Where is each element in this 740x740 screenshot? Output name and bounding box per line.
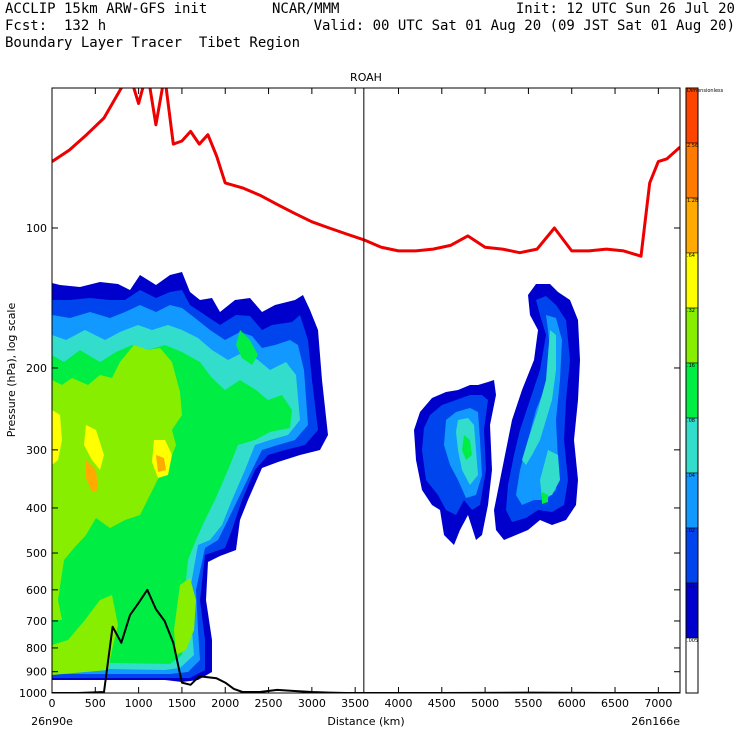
- y-tick-label: 100: [26, 222, 47, 235]
- plume-west-contour-4: [462, 435, 472, 460]
- x-tick-label: 3500: [341, 697, 369, 710]
- header-field: Boundary Layer Tracer Tibet Region: [5, 35, 301, 51]
- y-tick-label: 200: [26, 362, 47, 375]
- x-tick-label: 1000: [125, 697, 153, 710]
- x-tick-label: 4000: [384, 697, 412, 710]
- colorbar-segment: [685, 197, 699, 254]
- x-axis-label: Distance (km): [327, 715, 404, 728]
- axes: 0 500 1000 1500 2000 2500 3000 3500 4000 4500 5000…: [19, 88, 680, 710]
- plume-east-contour-4: [540, 450, 560, 498]
- x-start-label: 26n90e: [31, 715, 73, 728]
- tropopause-line: [52, 88, 680, 258]
- tracer-field: [52, 272, 580, 682]
- x-tick-label: 3000: [298, 697, 326, 710]
- y-tick-label: 700: [26, 615, 47, 628]
- colorbar-segment: [685, 142, 699, 199]
- tracer-contour-13: [156, 455, 166, 472]
- colorbar-label: .16: [687, 363, 695, 369]
- x-tick-label: 5000: [471, 697, 499, 710]
- colorbar-segment: [685, 87, 699, 144]
- tracer-contour-7: [52, 595, 118, 675]
- tracer-contour-12: [86, 460, 98, 492]
- colorbar-label: 1.28: [687, 198, 698, 204]
- x-tick-label: 7000: [644, 697, 672, 710]
- y-tick-label: 400: [26, 502, 47, 515]
- colorbar-label: Dimensionless: [687, 88, 724, 94]
- tracer-contour-5: [236, 330, 258, 365]
- y-tick-label: 800: [26, 642, 47, 655]
- colorbar-label: .32: [687, 308, 695, 314]
- colorbar-label: 2.56: [687, 143, 698, 149]
- x-tick-label: 1500: [168, 697, 196, 710]
- y-axis-label: Pressure (hPa), log scale: [5, 303, 18, 438]
- y-tick-label: 1000: [19, 687, 47, 700]
- colorbar-label: .005: [687, 638, 698, 644]
- y-tick-label: 500: [26, 547, 47, 560]
- colorbar-segment: [685, 472, 699, 529]
- x-tick-label: 2000: [211, 697, 239, 710]
- y-tick-label: 600: [26, 584, 47, 597]
- plot-frame: [51, 87, 681, 694]
- header-title: ACCLIP 15km ARW-GFS init: [5, 1, 208, 17]
- x-tick-label: 5500: [514, 697, 542, 710]
- colorbar-label: .64: [687, 253, 695, 259]
- x-tick-label: 2500: [255, 697, 283, 710]
- colorbar-segment: [685, 582, 699, 639]
- chart-title: ROAH: [350, 71, 382, 84]
- tracer-contour-6: [52, 345, 182, 620]
- colorbar: Dimensionless 2.56 1.28 .64 .32 .16 .08 .04 .02.…: [685, 87, 724, 694]
- header-forecast: Fcst: 132 h: [5, 18, 107, 34]
- x-end-label: 26n166e: [631, 715, 680, 728]
- colorbar-frame: [685, 87, 699, 694]
- colorbar-segment: [685, 307, 699, 364]
- colorbar-label: .02: [687, 528, 695, 534]
- x-tick-label: 500: [85, 697, 106, 710]
- colorbar-label: .08: [687, 418, 695, 424]
- x-tick-label: 0: [49, 697, 56, 710]
- terrain-line: [52, 588, 680, 693]
- y-tick-label: 900: [26, 666, 47, 679]
- x-tick-label: 6000: [558, 697, 586, 710]
- tracer-contour-9: [52, 410, 62, 465]
- header-org: NCAR/MMM: [272, 1, 340, 17]
- plume-east-contour-3: [522, 330, 556, 465]
- x-tick-label: 4500: [428, 697, 456, 710]
- tracer-contour-8: [174, 578, 196, 655]
- y-tick-label: 300: [26, 444, 47, 457]
- header-valid: Valid: 00 UTC Sat 01 Aug 20 (09 JST Sat …: [313, 18, 735, 34]
- colorbar-segment: [685, 527, 699, 584]
- colorbar-label: .04: [687, 473, 695, 479]
- colorbar-segment: [685, 362, 699, 419]
- x-tick-label: 6500: [601, 697, 629, 710]
- colorbar-segment: [685, 637, 699, 694]
- colorbar-label: .01: [687, 583, 695, 589]
- tracer-contour-10: [84, 425, 104, 470]
- colorbar-segment: [685, 417, 699, 474]
- colorbar-segment: [685, 252, 699, 309]
- overlay-lines: [52, 88, 680, 693]
- plume-east-contour-5: [542, 492, 548, 504]
- header-init: Init: 12 UTC Sun 26 Jul 20: [515, 1, 735, 17]
